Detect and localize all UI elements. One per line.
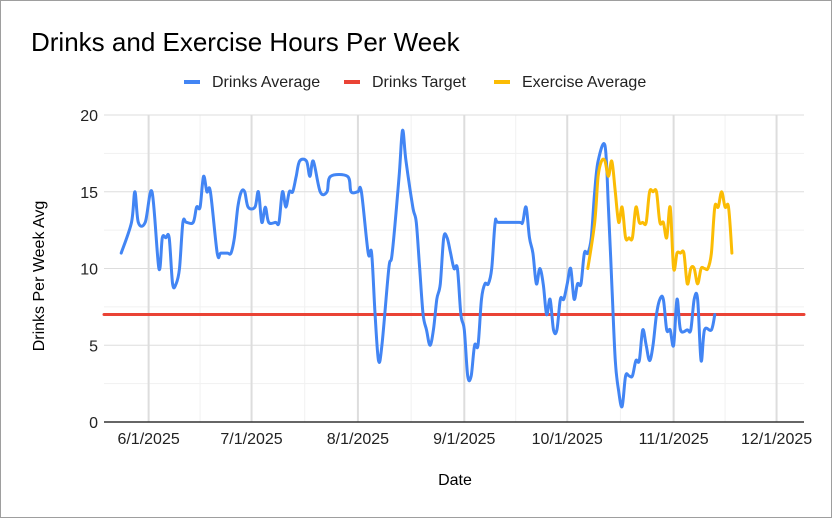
x-axis-title: Date	[438, 472, 472, 489]
x-tick-label: 10/1/2025	[532, 431, 603, 448]
x-tick-label: 7/1/2025	[220, 431, 282, 448]
chart-title: Drinks and Exercise Hours Per Week	[31, 27, 460, 57]
legend-label-drinks-average: Drinks Average	[212, 74, 320, 91]
y-tick-label: 10	[80, 262, 98, 279]
legend: Drinks Average Drinks Target Exercise Aver…	[184, 74, 646, 91]
x-tick-label: 8/1/2025	[327, 431, 389, 448]
series-layer	[102, 128, 806, 409]
x-tick-label: 6/1/2025	[117, 431, 179, 448]
y-axis-title: Drinks Per Week Avg	[31, 201, 48, 352]
grid-lines	[104, 114, 804, 422]
series-line-exercise-average	[586, 157, 734, 286]
y-tick-label: 0	[89, 415, 98, 432]
y-tick-label: 15	[80, 185, 98, 202]
x-tick-label: 12/1/2025	[741, 431, 812, 448]
x-tick-label: 9/1/2025	[433, 431, 495, 448]
y-tick-label: 5	[89, 338, 98, 355]
legend-label-exercise-average: Exercise Average	[522, 74, 646, 91]
x-tick-label: 11/1/2025	[639, 431, 709, 448]
series-line-drinks-average	[119, 128, 717, 409]
y-tick-label: 20	[80, 108, 98, 125]
axes: 0 5 10 15 20 6/1/2025 7/1/2025 8/1/2025 9/1/2025…	[80, 108, 812, 448]
legend-label-drinks-target: Drinks Target	[372, 74, 467, 91]
